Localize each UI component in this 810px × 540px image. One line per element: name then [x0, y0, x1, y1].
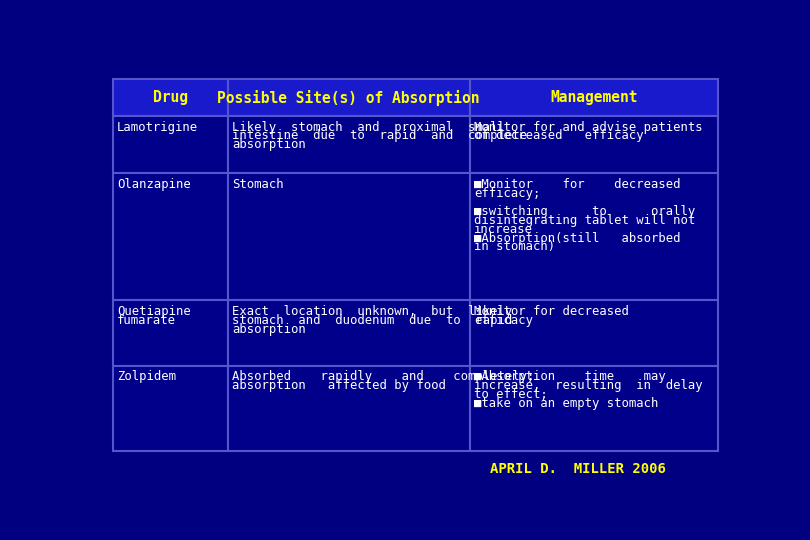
Text: ■Absorption    time    may: ■Absorption time may [474, 370, 666, 383]
Text: Zolpidem: Zolpidem [117, 370, 176, 383]
Text: ■Absorption(still   absorbed: ■Absorption(still absorbed [474, 232, 680, 245]
Text: APRIL D.  MILLER 2006: APRIL D. MILLER 2006 [490, 462, 667, 476]
Bar [228, 300, 470, 366]
Text: increase,  resulting  in  delay: increase, resulting in delay [474, 380, 702, 393]
Bar [228, 79, 470, 116]
Text: Drug: Drug [152, 90, 188, 105]
Bar [470, 173, 718, 300]
Bar [113, 116, 228, 173]
Text: absorption: absorption [232, 322, 305, 335]
Text: ■Monitor    for    decreased: ■Monitor for decreased [474, 178, 680, 191]
Bar [470, 79, 718, 116]
Bar [228, 173, 470, 300]
Bar [113, 79, 228, 116]
Text: Lamotrigine: Lamotrigine [117, 120, 198, 133]
Text: fumarate: fumarate [117, 314, 176, 327]
Text: stomach  and  duodenum  due  to  rapid: stomach and duodenum due to rapid [232, 314, 512, 327]
Text: to effect;: to effect; [474, 388, 548, 401]
Text: Absorbed    rapidly    and    completely;: Absorbed rapidly and completely; [232, 370, 535, 383]
Text: Likely  stomach  and  proximal  small: Likely stomach and proximal small [232, 120, 505, 133]
Text: disintegrating tablet will not: disintegrating tablet will not [474, 214, 695, 227]
Bar [113, 366, 228, 451]
Text: absorption: absorption [232, 138, 305, 151]
Text: in stomach): in stomach) [474, 240, 555, 253]
Text: Stomach: Stomach [232, 178, 284, 191]
Text: Monitor for and advise patients: Monitor for and advise patients [474, 120, 702, 133]
Bar [228, 116, 470, 173]
Text: efficacy;: efficacy; [474, 187, 540, 200]
Text: Exact  location  unknown,  but  likely: Exact location unknown, but likely [232, 305, 512, 318]
Text: Quetiapine: Quetiapine [117, 305, 190, 318]
Text: Management: Management [550, 90, 637, 105]
Text: Possible Site(s) of Absorption: Possible Site(s) of Absorption [217, 90, 480, 106]
Text: intestine  due  to  rapid  and  complete: intestine due to rapid and complete [232, 130, 527, 143]
Bar [470, 300, 718, 366]
Bar [113, 300, 228, 366]
Text: of decreased   efficacy: of decreased efficacy [474, 130, 644, 143]
Bar [470, 116, 718, 173]
Text: increase: increase [474, 222, 533, 235]
Text: efficacy: efficacy [474, 314, 533, 327]
Text: Monitor for decreased: Monitor for decreased [474, 305, 629, 318]
Bar [470, 366, 718, 451]
Text: ■switching      to      orally: ■switching to orally [474, 205, 695, 218]
Bar [113, 173, 228, 300]
Text: ■take on an empty stomach: ■take on an empty stomach [474, 397, 659, 410]
Bar [228, 366, 470, 451]
Text: absorption   affected by food: absorption affected by food [232, 380, 446, 393]
Text: Olanzapine: Olanzapine [117, 178, 190, 191]
